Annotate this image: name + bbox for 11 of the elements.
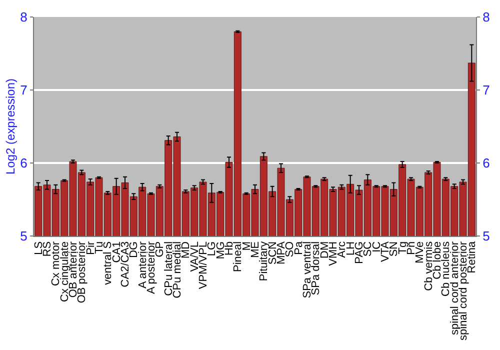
y-tick-label: 6 (20, 156, 28, 171)
y2-tick-label: 5 (482, 228, 490, 244)
y2-tick-label: 6 (482, 156, 490, 171)
y-tick-label: 7 (20, 82, 28, 98)
y-tick-label: 8 (20, 10, 28, 25)
y-axis-title: Log2 (expression) (3, 78, 18, 175)
y2-tick-label: 7 (482, 82, 490, 98)
x-tick-label: A posterior (146, 241, 158, 294)
y2-tick-label: 8 (482, 10, 490, 25)
x-tick-label: Tg (396, 241, 409, 254)
y-tick-label: 5 (20, 228, 28, 244)
